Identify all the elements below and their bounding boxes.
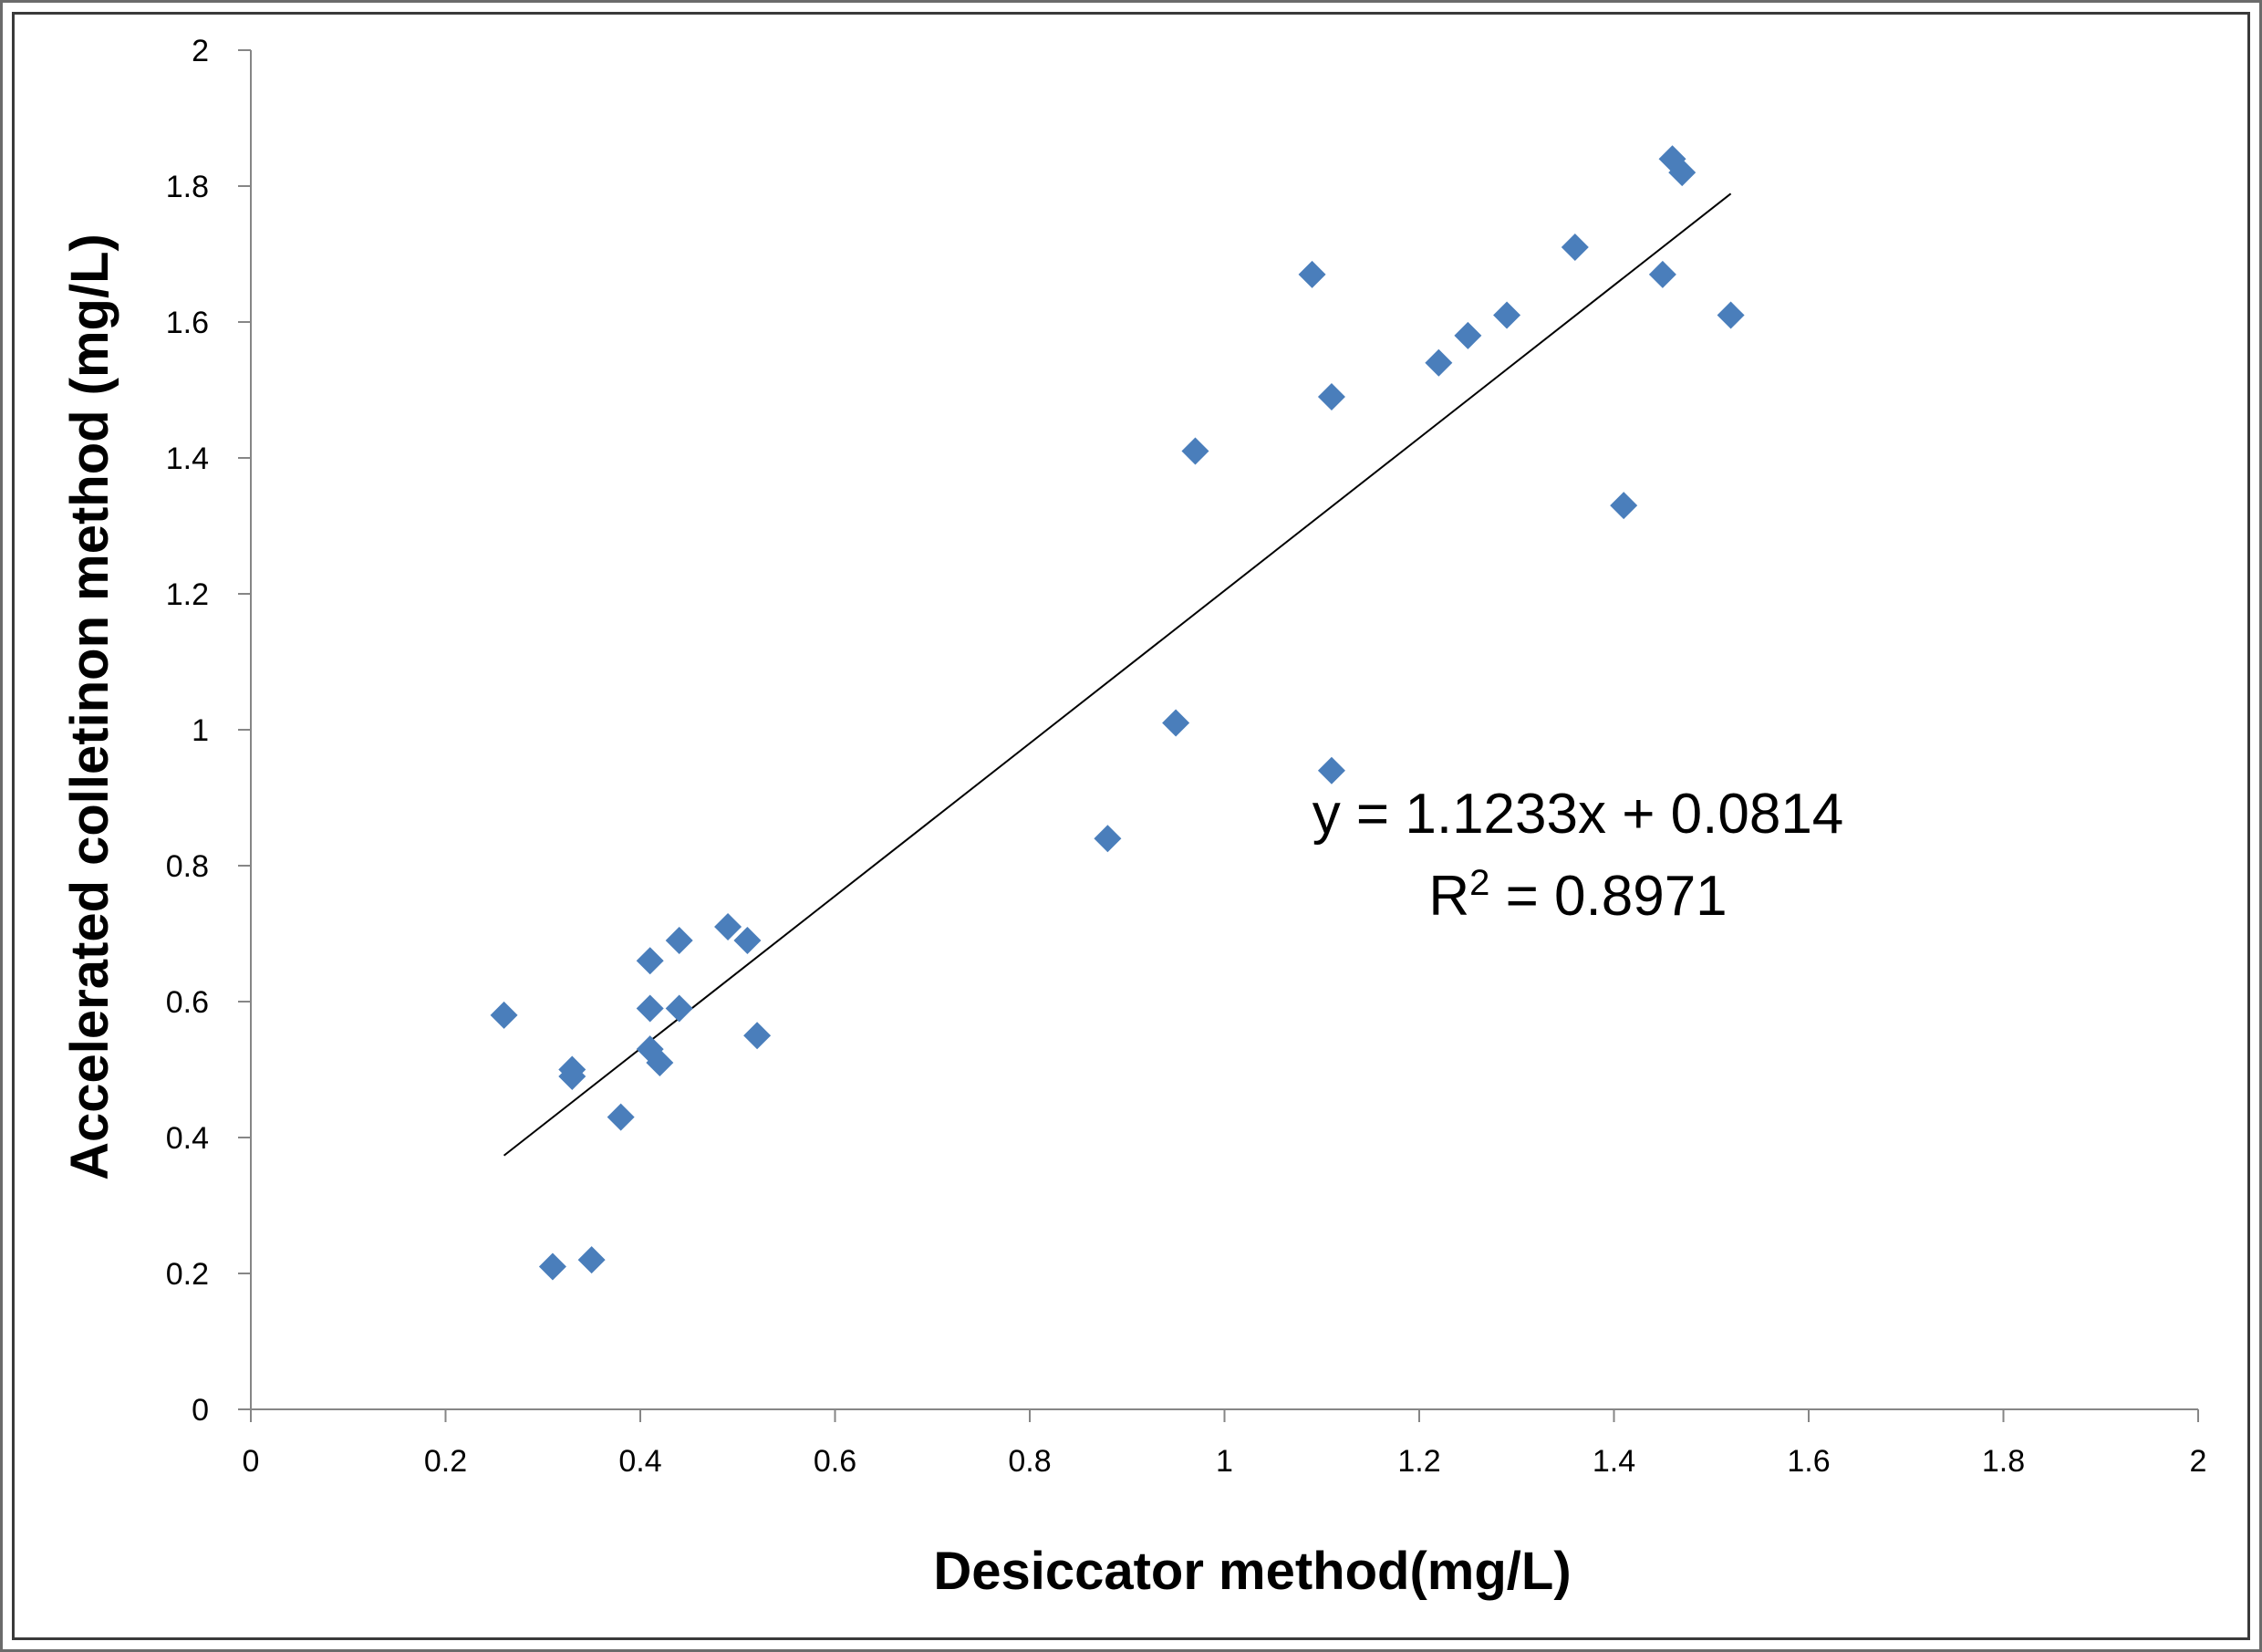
axes [238,49,2199,1422]
data-point [607,1103,635,1131]
x-tick-label: 0.6 [814,1444,856,1479]
data-point [665,926,693,954]
r-squared-value: = 0.8971 [1489,865,1727,928]
y-tick-label: 0.6 [166,985,209,1020]
data-point [1561,234,1589,262]
x-axis-title: Desiccator method(mg/L) [933,1542,1571,1601]
data-point [577,1246,606,1274]
y-tick-label: 1.6 [166,306,209,340]
y-tick-label: 0.2 [166,1257,209,1292]
data-point [1668,159,1696,187]
data-points [490,145,1745,1281]
chart-border [12,12,2250,1640]
y-tick-label: 1.2 [166,577,209,612]
data-point [636,947,664,975]
x-tick-label: 0.8 [1008,1444,1051,1479]
data-point [733,926,762,954]
y-tick-label: 0.4 [166,1121,209,1156]
y-tick-label: 2 [192,34,209,68]
r-squared: R2 = 0.8971 [1428,863,1727,928]
data-point [490,1001,518,1029]
y-tick-label: 0 [192,1393,209,1428]
x-tick-label: 1.8 [1982,1444,2025,1479]
data-point [1298,260,1326,288]
data-point [1610,492,1638,520]
data-point [1454,321,1482,349]
x-tick-label: 1.4 [1593,1444,1635,1479]
data-point [636,994,664,1023]
data-point [665,994,693,1023]
data-point [1317,382,1345,410]
trendline-equation: y = 1.1233x + 0.0814 [1313,783,1844,846]
x-tick-label: 2 [2190,1444,2207,1479]
x-tick-label: 0.4 [618,1444,661,1479]
x-tick-label: 1 [1216,1444,1233,1479]
data-point [1493,301,1521,329]
data-point [646,1049,674,1077]
data-point [1162,709,1190,737]
data-point [1094,825,1122,853]
y-axis-title: Accelerated colletinon method (mg/L) [60,234,119,1180]
y-tick-labels: 0 0.2 0.4 0.6 0.8 1 1.2 1.4 1.6 1.8 2 [166,34,209,1428]
y-tick-label: 1 [192,713,209,748]
x-tick-label: 0 [243,1444,260,1479]
y-tick-label: 1.4 [166,442,209,476]
x-tick-label: 1.2 [1397,1444,1440,1479]
data-point [1317,756,1345,784]
x-tick-labels: 0 0.2 0.4 0.6 0.8 1 1.2 1.4 1.6 1.8 2 [243,1444,2207,1479]
data-point [1648,260,1676,288]
data-point [1425,348,1453,377]
r-squared-symbol: R [1428,865,1469,928]
x-tick-label: 1.6 [1787,1444,1830,1479]
data-point [538,1252,566,1281]
data-point [1717,301,1745,329]
y-tick-label: 1.8 [166,170,209,204]
x-tick-label: 0.2 [424,1444,467,1479]
data-point [558,1055,586,1084]
data-point [714,913,742,941]
trendline [503,192,1732,1157]
y-tick-label: 0.8 [166,849,209,884]
data-point [1181,437,1209,465]
r-squared-superscript: 2 [1469,863,1489,903]
data-point [743,1022,772,1050]
